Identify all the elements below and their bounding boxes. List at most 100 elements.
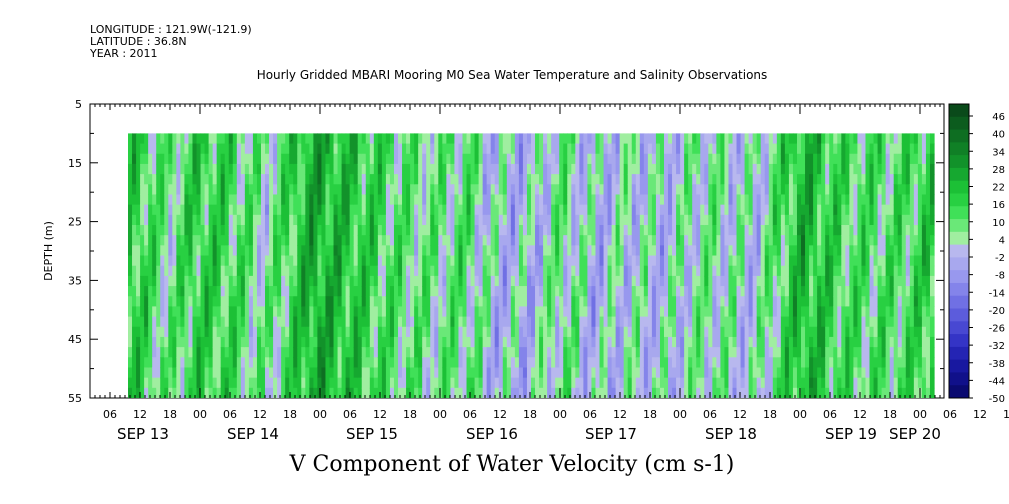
heat-cell <box>164 367 169 379</box>
heat-cell <box>422 174 427 185</box>
heat-cell <box>672 316 677 328</box>
heat-cell <box>434 286 439 297</box>
heat-cell <box>522 387 528 398</box>
heat-cell <box>176 306 181 318</box>
heat-cell <box>164 255 169 267</box>
heat-cell <box>825 245 830 257</box>
heat-cell <box>377 163 383 175</box>
heat-cell <box>398 387 403 398</box>
heat-cell <box>740 153 746 165</box>
heat-cell <box>176 174 181 185</box>
heat-cell <box>365 224 371 236</box>
heat-cell <box>837 255 842 267</box>
heat-cell <box>672 377 677 389</box>
heat-cell <box>357 163 363 175</box>
heat-cell <box>889 245 895 257</box>
heat-cell <box>204 163 210 175</box>
heat-cell <box>583 306 589 318</box>
heat-cell <box>539 204 544 216</box>
heat-cell <box>744 357 750 369</box>
heat-cell <box>236 153 242 165</box>
heat-cell <box>212 377 218 389</box>
heat-cell <box>156 245 161 257</box>
heat-cell <box>244 194 250 206</box>
heat-cell <box>414 336 419 348</box>
heat-cell <box>720 336 726 348</box>
heat-cell <box>196 286 202 297</box>
heat-cell <box>281 275 286 287</box>
heat-cell <box>841 265 846 277</box>
heat-cell <box>402 224 407 236</box>
heat-cell <box>619 336 625 348</box>
heat-cell <box>273 204 278 216</box>
heat-cell <box>426 367 431 379</box>
heat-cell <box>510 275 516 287</box>
heat-cell <box>289 326 294 338</box>
heat-cell <box>470 224 476 236</box>
heat-cell <box>526 306 532 318</box>
heat-cell <box>180 143 186 155</box>
heat-cell <box>160 194 165 206</box>
heat-cell <box>526 275 532 287</box>
heat-cell <box>369 326 375 338</box>
heat-cell <box>518 184 524 196</box>
heat-cell <box>224 387 230 398</box>
heat-cell <box>563 163 568 175</box>
heat-cell <box>547 224 552 236</box>
heat-cell <box>273 214 278 226</box>
heat-cell <box>801 296 806 308</box>
heat-cell <box>535 265 540 277</box>
heat-cell <box>377 133 383 145</box>
heat-cell <box>647 336 653 348</box>
heat-cell <box>716 184 722 196</box>
heat-cell <box>458 184 464 196</box>
heat-cell <box>494 153 500 165</box>
heat-cell <box>128 153 133 165</box>
heat-cell <box>563 235 568 246</box>
heat-cell <box>333 377 339 389</box>
heat-cell <box>289 377 294 389</box>
heat-cell <box>587 306 593 318</box>
heat-cell <box>893 306 899 318</box>
heat-cell <box>772 367 778 379</box>
heat-cell <box>438 224 443 236</box>
heat-cell <box>821 347 826 358</box>
heat-cell <box>700 255 705 267</box>
heat-cell <box>361 265 367 277</box>
heat-cell <box>393 204 399 216</box>
heat-cell <box>506 326 512 338</box>
heat-cell <box>813 347 818 358</box>
heat-cell <box>817 326 822 338</box>
heat-cell <box>897 336 903 348</box>
heat-cell <box>172 286 177 297</box>
heat-cell <box>252 214 258 226</box>
heat-cell <box>498 163 504 175</box>
heat-cell <box>341 367 347 379</box>
heat-cell <box>684 245 689 257</box>
heat-cell <box>676 296 681 308</box>
heat-cell <box>458 133 464 145</box>
heat-cell <box>732 296 738 308</box>
heat-cell <box>482 174 488 185</box>
heat-cell <box>285 153 290 165</box>
heat-cell <box>768 214 774 226</box>
heat-cell <box>518 387 524 398</box>
heat-cell <box>881 275 887 287</box>
heat-cell <box>583 204 589 216</box>
heat-cell <box>776 194 782 206</box>
heat-cell <box>792 275 798 287</box>
heat-cell <box>482 296 488 308</box>
heat-cell <box>502 316 508 328</box>
heat-cell <box>389 174 395 185</box>
heat-cell <box>474 133 480 145</box>
heat-cell <box>470 174 476 185</box>
heat-cell <box>712 143 717 155</box>
heat-cell <box>156 347 161 358</box>
heat-cell <box>345 296 351 308</box>
heat-cell <box>514 265 520 277</box>
heat-cell <box>736 275 742 287</box>
heat-cell <box>381 387 387 398</box>
heat-cell <box>236 286 242 297</box>
heat-cell <box>365 235 371 246</box>
heat-cell <box>768 255 774 267</box>
